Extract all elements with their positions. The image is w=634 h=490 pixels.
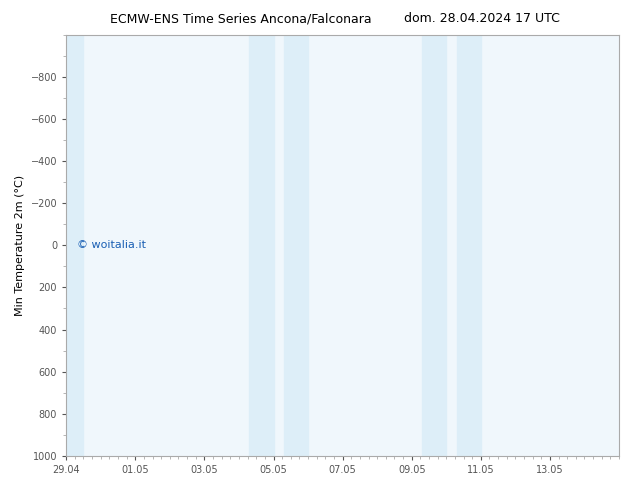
- Bar: [422, 35, 446, 456]
- Bar: [456, 35, 481, 456]
- Text: © woitalia.it: © woitalia.it: [77, 240, 146, 250]
- Text: dom. 28.04.2024 17 UTC: dom. 28.04.2024 17 UTC: [404, 12, 560, 25]
- Text: ECMW-ENS Time Series Ancona/Falconara: ECMW-ENS Time Series Ancona/Falconara: [110, 12, 372, 25]
- Bar: [284, 35, 308, 456]
- Bar: [249, 35, 273, 456]
- Y-axis label: Min Temperature 2m (°C): Min Temperature 2m (°C): [15, 175, 25, 316]
- Bar: [63, 35, 84, 456]
